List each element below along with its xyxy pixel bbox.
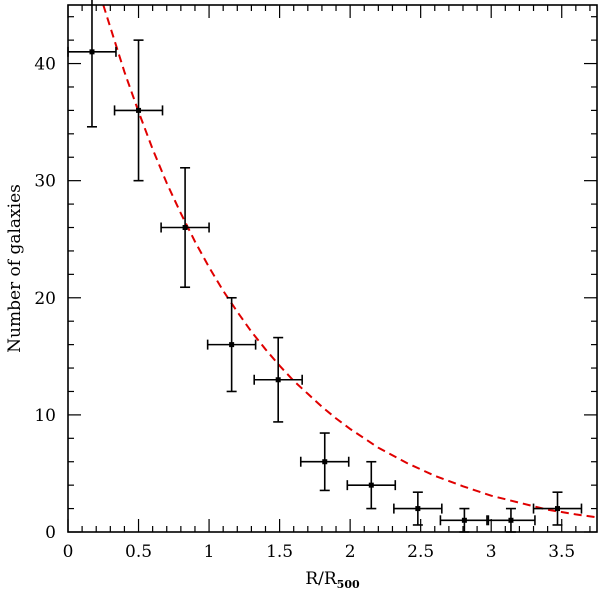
data-point-marker xyxy=(89,49,95,55)
data-points-layer xyxy=(67,0,583,533)
x-tick-label: 2 xyxy=(345,542,356,562)
data-point-group xyxy=(67,0,117,128)
data-point-group xyxy=(486,507,536,533)
ticks-layer xyxy=(67,5,597,533)
x-tick-label: 1 xyxy=(204,542,215,562)
x-tick-label: 1.5 xyxy=(266,542,293,562)
data-point-group xyxy=(113,39,164,182)
data-point-marker xyxy=(136,107,142,113)
y-tick-label: 20 xyxy=(34,289,56,309)
data-point-marker xyxy=(555,506,561,512)
fit-curve xyxy=(102,5,597,519)
data-point-group xyxy=(346,460,397,510)
x-tick-label: 2.5 xyxy=(407,542,434,562)
y-tick-label: 30 xyxy=(34,172,56,192)
data-point-group xyxy=(160,166,210,289)
data-point-group xyxy=(253,336,303,423)
x-tick-label: 3.5 xyxy=(548,542,575,562)
x-axis-label-main: R/R xyxy=(305,569,338,589)
y-axis-label: Number of galaxies xyxy=(5,184,25,353)
data-point-group xyxy=(206,296,257,393)
data-point-marker xyxy=(368,482,374,488)
data-point-marker xyxy=(508,517,514,523)
data-point-group xyxy=(299,432,350,492)
data-point-marker xyxy=(461,517,467,523)
fit-curve-layer xyxy=(102,5,597,519)
data-point-group xyxy=(393,491,443,526)
data-point-marker xyxy=(275,377,281,383)
data-point-marker xyxy=(229,342,235,348)
tick-labels-layer: 0 0.5 1 1.5 2 2.5 3 3.5 0 10 20 30 40 xyxy=(34,55,575,562)
y-tick-label: 10 xyxy=(34,406,56,426)
x-tick-label: 0 xyxy=(63,542,74,562)
x-axis-label-subscript: 500 xyxy=(337,578,360,591)
plot-frame xyxy=(67,4,598,533)
y-tick-label: 0 xyxy=(45,523,56,543)
data-point-marker xyxy=(182,225,188,231)
x-tick-label: 3 xyxy=(486,542,497,562)
data-point-marker xyxy=(415,506,421,512)
data-point-marker xyxy=(322,459,328,465)
data-point-group xyxy=(532,491,583,526)
y-tick-label: 40 xyxy=(34,55,56,75)
x-tick-label: 0.5 xyxy=(125,542,152,562)
x-axis-label: R/R500 xyxy=(305,569,360,591)
data-point-group xyxy=(439,507,490,533)
